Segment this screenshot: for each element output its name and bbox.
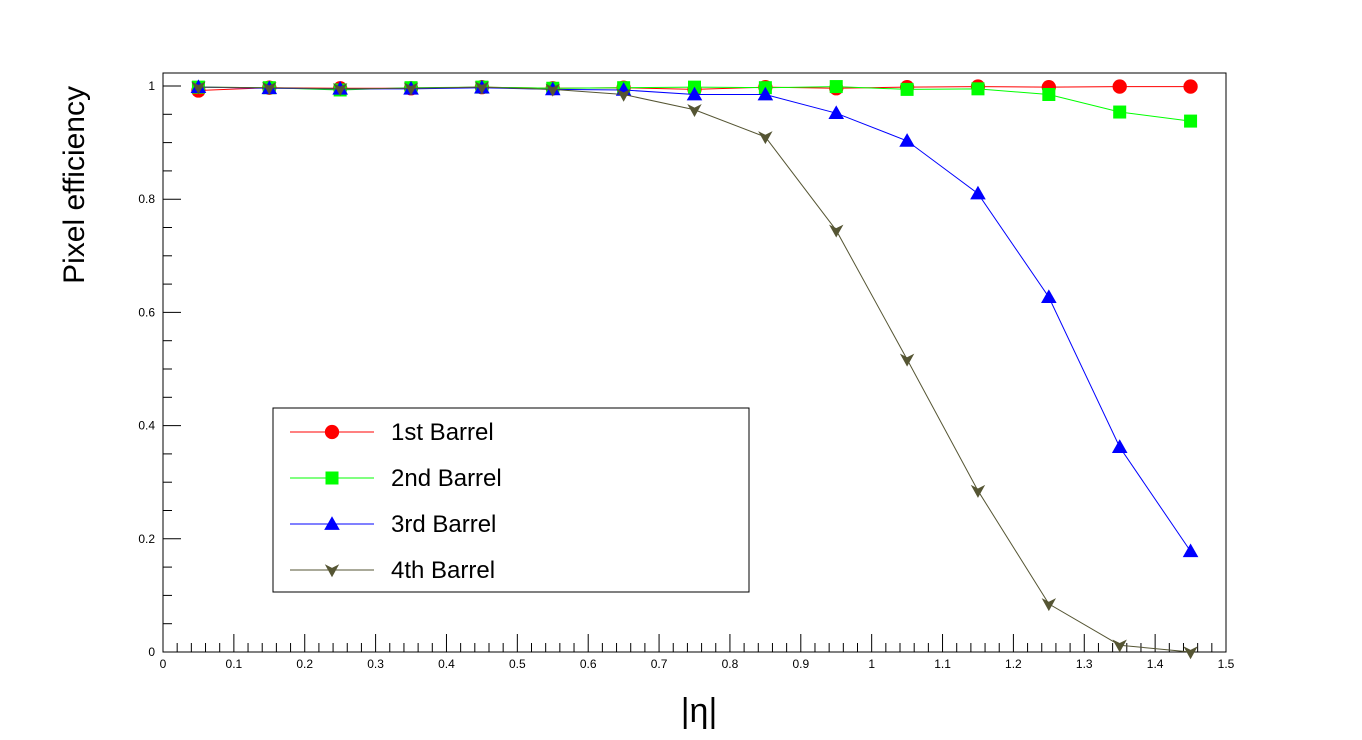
- data-point: [545, 83, 560, 97]
- y-tick-label: 0: [148, 645, 155, 659]
- data-point: [1184, 114, 1198, 128]
- x-tick-label: 0.1: [226, 657, 243, 671]
- data-point: [828, 105, 845, 120]
- legend-entry-4: 4th Barrel: [290, 557, 495, 584]
- data-point: [1112, 79, 1127, 94]
- data-point: [1041, 598, 1057, 612]
- legend-entry-1: 1st Barrel: [290, 419, 494, 446]
- x-tick-label: 1.1: [934, 657, 951, 671]
- data-point: [970, 185, 986, 200]
- series-layer: [190, 79, 1199, 660]
- data-point: [899, 133, 915, 147]
- legend-marker: [324, 564, 340, 578]
- y-tick-label: 0.4: [138, 419, 155, 433]
- data-point: [1041, 289, 1057, 303]
- plot-frame: [162, 72, 1227, 653]
- legend-label: 3rd Barrel: [391, 511, 496, 538]
- data-point: [829, 224, 844, 238]
- x-tick-label: 1.4: [1147, 657, 1164, 671]
- data-point: [1112, 639, 1127, 653]
- legend-entry-3: 3rd Barrel: [290, 511, 496, 538]
- legend-label: 1st Barrel: [391, 419, 494, 446]
- legend-label: 2nd Barrel: [391, 465, 502, 492]
- data-point: [971, 82, 985, 96]
- x-tick-label: 1.5: [1218, 657, 1235, 671]
- data-point: [1111, 439, 1128, 453]
- data-point: [757, 86, 774, 101]
- data-point: [262, 81, 277, 95]
- x-tick-label: 0.2: [296, 657, 313, 671]
- data-point: [829, 80, 843, 94]
- x-tick-label: 1.3: [1076, 657, 1093, 671]
- legend-entry-2: 2nd Barrel: [290, 465, 502, 492]
- legend-marker: [324, 516, 340, 530]
- data-point: [1182, 543, 1199, 558]
- legend-box: [272, 407, 750, 593]
- legend-label: 4th Barrel: [391, 557, 495, 584]
- y-tick-label: 0.6: [138, 305, 155, 319]
- x-axis-ticks: 0 0.1 0.2 0.3 0.4 0.5 0.6 0.7 0.8 0.9 1 1.1 1.2 1.3 1.…: [160, 634, 1235, 671]
- data-point: [1113, 105, 1127, 119]
- data-point: [191, 81, 206, 95]
- data-point: [1042, 87, 1056, 101]
- data-point: [970, 484, 986, 498]
- data-point: [332, 83, 348, 97]
- x-tick-label: 0: [160, 657, 167, 671]
- data-point: [474, 81, 490, 95]
- data-point: [616, 88, 631, 102]
- data-point: [403, 82, 419, 96]
- data-point: [1183, 79, 1198, 94]
- y-tick-label: 1: [148, 79, 155, 93]
- x-tick-label: 0.3: [367, 657, 384, 671]
- x-tick-label: 0.8: [722, 657, 739, 671]
- data-point: [686, 86, 703, 101]
- series-4: [191, 81, 1198, 660]
- y-tick-label: 0.8: [138, 192, 155, 206]
- data-point: [687, 104, 702, 117]
- x-tick-label: 0.7: [651, 657, 668, 671]
- x-tick-label: 1: [868, 657, 875, 671]
- x-tick-label: 0.5: [509, 657, 526, 671]
- x-tick-label: 0.4: [438, 657, 455, 671]
- data-point: [758, 131, 773, 145]
- x-axis-title: |η|: [681, 692, 718, 730]
- legend-marker: [324, 424, 340, 440]
- y-axis-ticks: 0 0.2 0.4 0.6 0.8 1: [138, 79, 181, 659]
- data-point: [1183, 646, 1198, 660]
- x-tick-label: 1.2: [1005, 657, 1022, 671]
- legend-marker: [325, 471, 339, 485]
- legend: 1st Barrel 2nd Barrel 3rd Barrel 4th Barrel: [272, 407, 750, 593]
- data-point: [899, 353, 915, 367]
- data-point: [900, 82, 914, 96]
- y-axis-title: Pixel efficiency: [58, 86, 91, 284]
- x-tick-label: 0.6: [580, 657, 597, 671]
- y-tick-label: 0.2: [138, 532, 155, 546]
- legend-entries: 1st Barrel 2nd Barrel 3rd Barrel 4th Barrel: [290, 419, 502, 584]
- x-tick-label: 0.9: [792, 657, 809, 671]
